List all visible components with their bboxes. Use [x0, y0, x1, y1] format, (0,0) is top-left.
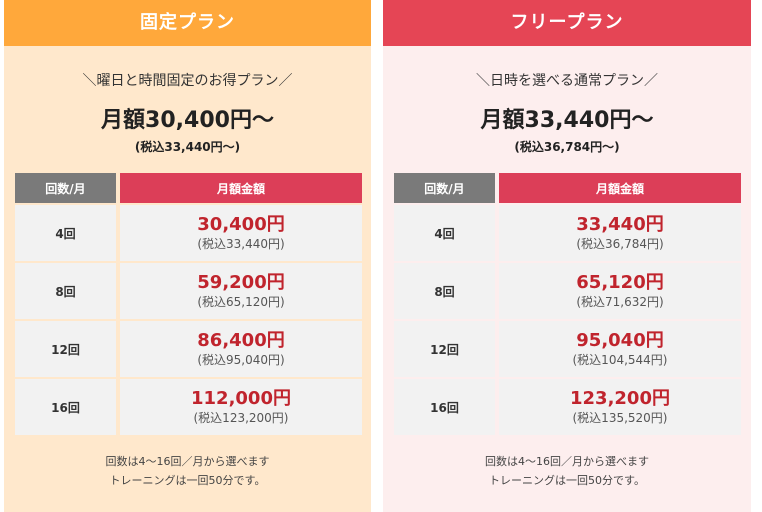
price-amount: 59,200円	[197, 272, 285, 293]
session-count: 16回	[15, 379, 116, 435]
plan-tagline: ＼曜日と時間固定のお得プラン／	[82, 73, 293, 89]
plan-tagline: ＼日時を選べる通常プラン／	[476, 73, 658, 89]
price-tax: (税込104,544円)	[572, 353, 668, 367]
session-count: 12回	[394, 321, 495, 377]
price-tax: (税込71,632円)	[576, 295, 664, 309]
plan-title: 固定プラン	[4, 0, 371, 46]
plan-monthly-price: 月額30,400円～	[101, 108, 274, 133]
price-amount: 95,040円	[576, 330, 664, 351]
footnote-line: 回数は4～16回／月から選べます	[485, 455, 649, 468]
session-count: 4回	[15, 205, 116, 261]
plan-monthly-price-tax: (税込36,784円～)	[514, 140, 620, 154]
price-amount: 86,400円	[197, 330, 285, 351]
price-cell: 123,200円 (税込135,520円)	[499, 379, 741, 435]
table-row: 8回 59,200円 (税込65,120円)	[15, 263, 362, 319]
price-amount: 33,440円	[576, 214, 664, 235]
price-cell: 86,400円 (税込95,040円)	[120, 321, 362, 377]
plan-footnote: 回数は4～16回／月から選べます トレーニングは一回50分です。	[383, 452, 751, 490]
footnote-line: 回数は4～16回／月から選べます	[105, 455, 270, 468]
session-count: 12回	[15, 321, 116, 377]
price-tax: (税込33,440円)	[197, 237, 285, 251]
price-tax: (税込36,784円)	[576, 237, 664, 251]
price-cell: 59,200円 (税込65,120円)	[120, 263, 362, 319]
session-count: 8回	[394, 263, 495, 319]
plan-monthly-price: 月額33,440円～	[480, 108, 654, 133]
session-count: 16回	[394, 379, 495, 435]
footnote-line: トレーニングは一回50分です。	[489, 474, 645, 487]
price-column-header: 月額金額	[120, 173, 362, 203]
count-column-header: 回数/月	[394, 173, 495, 203]
price-amount: 112,000円	[191, 388, 291, 409]
price-cell: 65,120円 (税込71,632円)	[499, 263, 741, 319]
price-tax: (税込123,200円)	[193, 411, 289, 425]
price-amount: 30,400円	[197, 214, 285, 235]
price-cell: 30,400円 (税込33,440円)	[120, 205, 362, 261]
price-tax: (税込135,520円)	[572, 411, 668, 425]
table-row: 12回 95,040円 (税込104,544円)	[394, 321, 741, 377]
price-table: 回数/月 月額金額 4回 33,440円 (税込36,784円) 8回 65,1…	[394, 173, 741, 437]
price-amount: 65,120円	[576, 272, 664, 293]
price-column-header: 月額金額	[499, 173, 741, 203]
price-cell: 95,040円 (税込104,544円)	[499, 321, 741, 377]
free-plan-card: フリープラン ＼日時を選べる通常プラン／ 月額33,440円～ (税込36,78…	[383, 0, 751, 512]
price-cell: 33,440円 (税込36,784円)	[499, 205, 741, 261]
price-table: 回数/月 月額金額 4回 30,400円 (税込33,440円) 8回 59,2…	[15, 173, 362, 437]
fixed-plan-card: 固定プラン ＼曜日と時間固定のお得プラン／ 月額30,400円～ (税込33,4…	[4, 0, 371, 512]
table-row: 8回 65,120円 (税込71,632円)	[394, 263, 741, 319]
session-count: 8回	[15, 263, 116, 319]
session-count: 4回	[394, 205, 495, 261]
table-header-row: 回数/月 月額金額	[394, 173, 741, 203]
plan-footnote: 回数は4～16回／月から選べます トレーニングは一回50分です。	[4, 452, 371, 490]
table-row: 12回 86,400円 (税込95,040円)	[15, 321, 362, 377]
price-tax: (税込95,040円)	[197, 353, 285, 367]
plan-title: フリープラン	[383, 0, 751, 46]
price-amount: 123,200円	[570, 388, 670, 409]
count-column-header: 回数/月	[15, 173, 116, 203]
price-cell: 112,000円 (税込123,200円)	[120, 379, 362, 435]
table-row: 4回 30,400円 (税込33,440円)	[15, 205, 362, 261]
price-tax: (税込65,120円)	[197, 295, 285, 309]
table-header-row: 回数/月 月額金額	[15, 173, 362, 203]
plan-monthly-price-tax: (税込33,440円～)	[134, 140, 241, 154]
table-row: 4回 33,440円 (税込36,784円)	[394, 205, 741, 261]
table-row: 16回 112,000円 (税込123,200円)	[15, 379, 362, 435]
footnote-line: トレーニングは一回50分です。	[109, 474, 266, 487]
table-row: 16回 123,200円 (税込135,520円)	[394, 379, 741, 435]
